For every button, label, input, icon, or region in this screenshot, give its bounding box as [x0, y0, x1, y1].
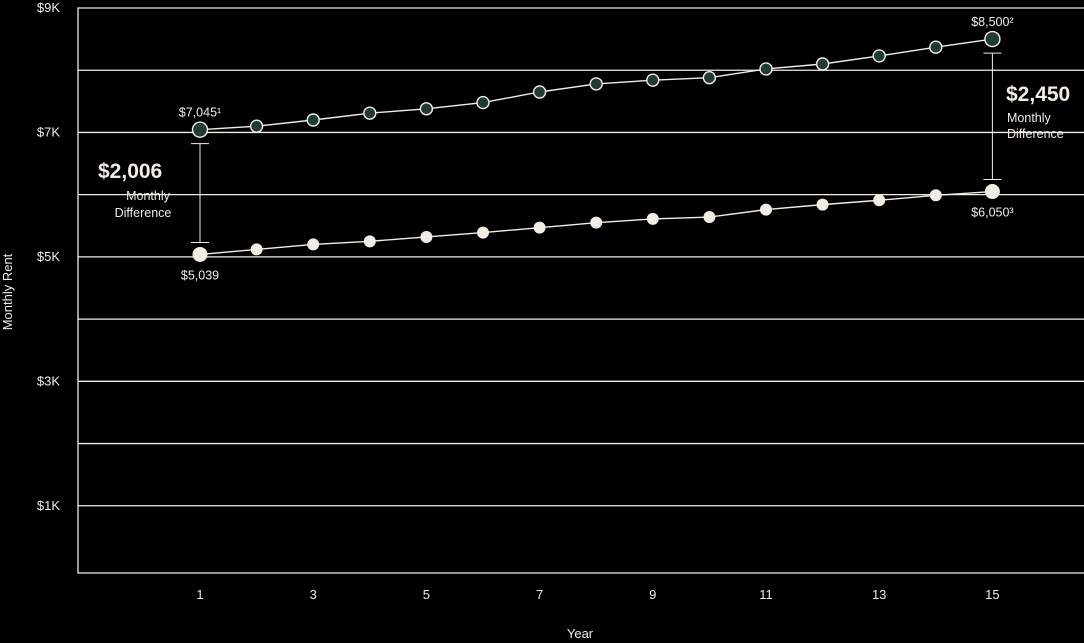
data-point	[873, 194, 886, 207]
difference-caption: Difference	[1007, 127, 1064, 141]
data-point	[191, 121, 209, 138]
point-labels: $7,045¹ $8,500² $5,039 $6,050³	[179, 15, 1014, 282]
x-tick-label: 1	[196, 587, 203, 602]
data-point	[929, 189, 942, 202]
data-label: $5,039	[181, 268, 219, 282]
x-axis-ticks: 1 3 5 7 9 11 13 15	[196, 587, 999, 602]
data-point	[192, 246, 208, 262]
difference-caption: Monthly	[126, 189, 171, 203]
x-tick-label: 9	[649, 587, 656, 602]
data-label: $6,050³	[971, 206, 1013, 220]
data-point	[816, 198, 829, 211]
data-point	[760, 203, 772, 216]
data-point	[363, 106, 377, 120]
data-point	[363, 235, 376, 248]
data-point	[307, 238, 320, 251]
y-axis-title: Monthly Rent	[0, 253, 15, 330]
x-axis-title: Year	[567, 626, 594, 641]
x-tick-label: 7	[536, 587, 543, 602]
data-point	[646, 212, 659, 225]
data-point	[476, 95, 490, 110]
data-point	[929, 40, 943, 54]
data-point	[984, 184, 1000, 200]
data-point	[759, 62, 773, 76]
y-tick-label: $5K	[37, 249, 60, 264]
data-point	[420, 230, 433, 243]
y-tick-label: $3K	[37, 373, 60, 388]
x-tick-label: 5	[423, 587, 430, 602]
difference-amount: $2,006	[98, 160, 162, 183]
difference-amount: $2,450	[1006, 83, 1070, 106]
data-point	[250, 243, 263, 256]
difference-caption: Monthly	[1007, 111, 1052, 125]
data-point	[419, 102, 434, 116]
data-point	[249, 119, 264, 133]
x-tick-label: 15	[985, 587, 999, 602]
data-point	[533, 221, 546, 234]
y-tick-label: $9K	[37, 0, 60, 15]
x-tick-label: 13	[872, 587, 886, 602]
x-tick-label: 11	[759, 587, 773, 602]
data-point	[589, 77, 603, 91]
data-point	[532, 85, 547, 99]
difference-annotations: $2,006 Monthly Difference $2,450 Monthly Diff…	[98, 52, 1070, 243]
data-point	[984, 30, 1001, 48]
data-point	[590, 216, 603, 229]
data-point	[477, 226, 489, 239]
y-tick-label: $1K	[37, 498, 60, 513]
data-point	[872, 49, 886, 63]
x-tick-label: 3	[310, 587, 317, 602]
y-tick-label: $7K	[37, 124, 60, 139]
data-label: $8,500²	[971, 15, 1013, 29]
data-point	[646, 73, 660, 87]
data-point	[815, 57, 830, 71]
data-point	[702, 70, 717, 85]
plot-frame	[77, 7, 1084, 574]
data-point	[306, 113, 320, 127]
data-label: $7,045¹	[179, 106, 221, 120]
series	[191, 30, 1001, 262]
data-point	[703, 211, 716, 224]
y-axis-ticks: $9K $7K $5K $3K $1K	[37, 0, 60, 513]
gridlines	[77, 7, 1084, 574]
difference-caption: Difference	[115, 206, 172, 220]
